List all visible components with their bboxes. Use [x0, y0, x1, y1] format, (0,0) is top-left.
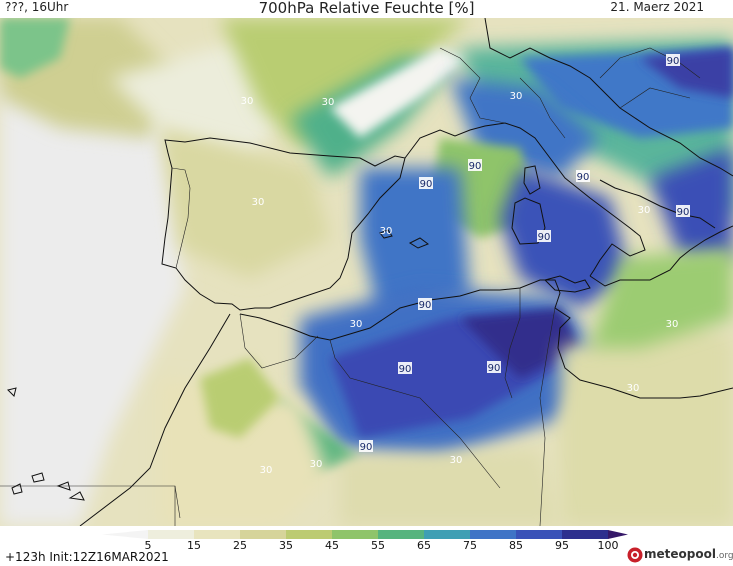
colorbar-tick-label: 45 — [325, 539, 339, 552]
contour-labels: 30 30 30 30 30 30 30 30 30 30 30 30 90 90 90 90 90 90 90 90… — [241, 54, 690, 476]
contour-label: 30 — [510, 91, 523, 102]
colorbar — [102, 530, 628, 539]
colorbar-right-arrow — [608, 530, 628, 539]
colorbar-segment — [424, 530, 471, 539]
colorbar-segment — [562, 530, 609, 539]
colorbar-segment — [240, 530, 287, 539]
contour-label-bg — [468, 159, 482, 171]
contour-label: 30 — [310, 459, 323, 470]
colorbar-segment — [378, 530, 425, 539]
meteopool-icon — [627, 547, 643, 563]
logo-main: meteopool — [644, 547, 716, 561]
colorbar-tick-label: 55 — [371, 539, 385, 552]
footer: 5 15 25 35 45 55 65 75 85 95 100 +123h Init:12Z16M… — [0, 526, 733, 566]
contour-label: 30 — [450, 455, 463, 466]
contour-label-bg — [359, 440, 373, 452]
contour-label: 30 — [627, 383, 640, 394]
contour-label: 90 — [488, 363, 501, 374]
date-label: 21. Maerz 2021 — [610, 0, 704, 14]
colorbar-segment — [470, 530, 517, 539]
contour-label: 90 — [538, 232, 551, 243]
colorbar-segment — [286, 530, 333, 539]
contour-label: 30 — [322, 97, 335, 108]
logo-tld: .org — [715, 551, 733, 561]
meteopool-logo: meteopool.org — [627, 546, 733, 564]
colorbar-tick-label: 65 — [417, 539, 431, 552]
valid-time-label: ???, 16Uhr — [5, 0, 69, 14]
colorbar-tick-label: 35 — [279, 539, 293, 552]
colorbar-tick-label: 25 — [233, 539, 247, 552]
contour-label: 30 — [638, 205, 651, 216]
contour-label: 90 — [577, 172, 590, 183]
contour-label-bg — [418, 298, 432, 310]
contour-label: 30 — [380, 226, 393, 237]
contour-label: 30 — [350, 319, 363, 330]
canary-islands — [7, 387, 85, 501]
colorbar-segment — [332, 530, 379, 539]
header: ???, 16Uhr 700hPa Relative Feuchte [%] 2… — [0, 0, 733, 18]
contour-label: 90 — [420, 179, 433, 190]
contour-label: 90 — [667, 56, 680, 67]
contour-label: 30 — [252, 197, 265, 208]
colorbar-tick-label: 15 — [187, 539, 201, 552]
humidity-map: 30 30 30 30 30 30 30 30 30 30 30 30 90 90 90 90 90 90 90 90… — [0, 18, 733, 526]
colorbar-tick-label: 100 — [597, 539, 619, 552]
colorbar-left-arrow — [102, 530, 148, 539]
colorbar-segment — [516, 530, 563, 539]
contour-label: 90 — [419, 300, 432, 311]
colorbar-tick-label: 75 — [463, 539, 477, 552]
colorbar-tick-label: 5 — [144, 539, 152, 552]
contour-label-bg — [666, 54, 680, 66]
contour-label-bg — [537, 230, 551, 242]
colorbar-tick-label: 85 — [509, 539, 523, 552]
colorbar-segment — [194, 530, 241, 539]
contour-label-bg — [398, 362, 412, 374]
contour-label: 90 — [360, 442, 373, 453]
contour-label: 90 — [677, 207, 690, 218]
contour-label: 90 — [469, 161, 482, 172]
contour-label-bg — [487, 361, 501, 373]
init-time-label: +123h Init:12Z16MAR2021 — [5, 550, 169, 564]
contour-label-bg — [419, 177, 433, 189]
contour-label-bg — [576, 170, 590, 182]
colorbar-tick-label: 95 — [555, 539, 569, 552]
contour-label: 30 — [241, 96, 254, 107]
contour-label: 30 — [666, 319, 679, 330]
contour-label-bg — [676, 205, 690, 217]
contour-label: 90 — [399, 364, 412, 375]
map-title: 700hPa Relative Feuchte [%] — [258, 0, 475, 17]
contour-label: 30 — [260, 465, 273, 476]
colorbar-segment — [148, 530, 195, 539]
